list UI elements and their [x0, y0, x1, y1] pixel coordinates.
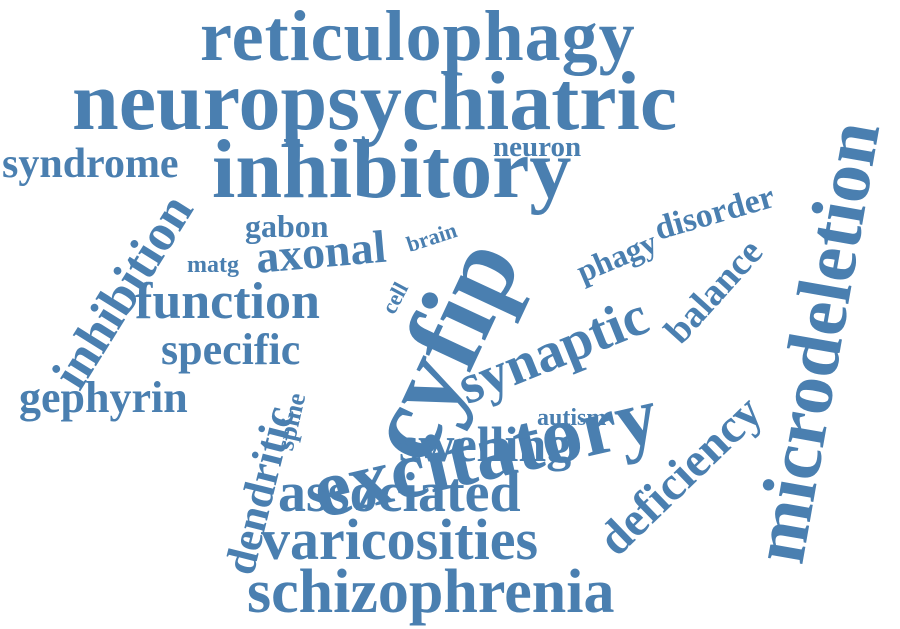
word-syndrome: syndrome	[2, 141, 179, 187]
word-gephyrin: gephyrin	[19, 373, 188, 422]
word-varicosities: varicosities	[261, 507, 539, 572]
word-matg: matg	[187, 252, 239, 278]
word-balance: balance	[656, 231, 772, 352]
word-disorder: disorder	[650, 178, 779, 248]
word-associated: associated	[278, 462, 521, 524]
word-neuropsychiatric: neuropsychiatric	[72, 55, 678, 148]
word-phagy: phagy	[571, 223, 663, 290]
word-swelling: swelling	[399, 416, 572, 472]
word-schizophrenia: schizophrenia	[247, 558, 615, 626]
word-gabon: gabon	[245, 208, 329, 244]
word-function: function	[135, 273, 320, 330]
word-specific: specific	[161, 325, 301, 374]
word-inhibitory: inhibitory	[212, 123, 572, 216]
word-reticulophagy: reticulophagy	[200, 0, 636, 76]
word-autism: autism	[537, 405, 607, 431]
word-neuron: neuron	[493, 131, 582, 163]
